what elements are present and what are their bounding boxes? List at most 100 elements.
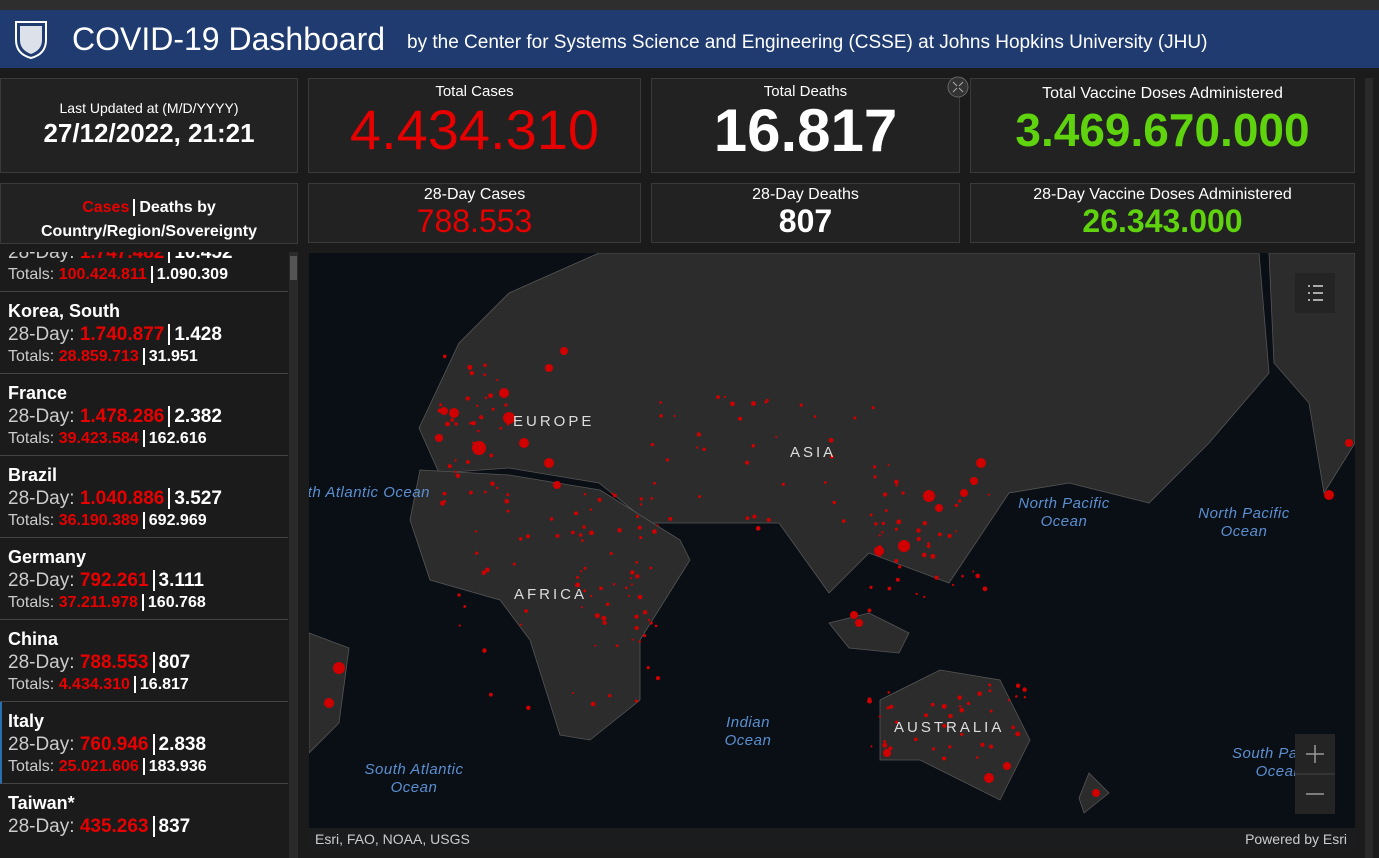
case-dot [887, 586, 892, 591]
case-dot [582, 525, 586, 529]
case-dot [455, 473, 461, 478]
case-dot [895, 484, 898, 487]
day-line: 28-Day: 760.946 2.838 [8, 734, 207, 756]
country-row[interactable]: Brazil 28-Day: 1.040.886 3.527 Totals: 36.1… [0, 456, 288, 538]
case-dot [887, 691, 891, 694]
list-heading-cases[interactable]: Cases [82, 199, 130, 216]
country-row[interactable]: Germany 28-Day: 792.261 3.111 Totals: 37.21… [0, 538, 288, 620]
expand-button[interactable] [946, 75, 970, 99]
country-row[interactable]: China 28-Day: 788.553 807 Totals: 4.434.310… [0, 620, 288, 702]
case-dot [951, 583, 955, 587]
total-label: Totals: [8, 594, 55, 611]
total-deaths: 1.090.309 [150, 266, 228, 283]
case-dot [489, 453, 494, 458]
stat-total-deaths: Total Deaths 16.817 [651, 76, 969, 173]
country-row[interactable]: 28-Day: 1.747.482 10.452 Totals: 100.424.8… [0, 252, 288, 292]
case-dot [605, 602, 610, 607]
case-dot [980, 742, 985, 747]
case-dot [324, 698, 334, 708]
case-dot [829, 455, 834, 459]
case-dot [482, 648, 487, 653]
case-dot [960, 489, 968, 497]
day-cases: 1.478.286 [79, 406, 165, 427]
last-updated-value: 27/12/2022, 21:21 [43, 118, 255, 148]
case-dot [583, 493, 587, 496]
case-dot [650, 497, 654, 500]
case-dot [642, 610, 648, 615]
case-dot [673, 415, 676, 418]
case-dot [723, 395, 727, 398]
case-dot [524, 609, 528, 613]
total-cases: 25.021.606 [58, 758, 139, 775]
case-dot [608, 693, 612, 698]
case-dot [491, 407, 495, 411]
case-dot [957, 695, 962, 700]
case-dot [504, 403, 508, 407]
case-dot [751, 401, 756, 407]
day-label: 28-Day: [8, 570, 75, 591]
case-dot [440, 407, 448, 415]
scrollbar[interactable] [289, 252, 298, 858]
case-dot [518, 537, 523, 541]
case-dot [649, 621, 653, 625]
map[interactable]: EUROPE ASIA AFRICA AUSTRALIA North Atlan… [309, 253, 1355, 850]
case-dot [898, 565, 902, 569]
case-dot [653, 481, 656, 485]
day-label: 28-Day: [8, 406, 75, 427]
case-dot [469, 421, 472, 425]
case-dot [913, 737, 918, 742]
country-row[interactable]: Korea, South 28-Day: 1.740.877 1.428 Totals… [0, 292, 288, 374]
case-dot [926, 544, 931, 548]
case-dot [578, 533, 583, 537]
case-dot [867, 608, 872, 613]
case-dot [984, 773, 994, 783]
case-dot [1015, 695, 1018, 698]
country-row[interactable]: Italy 28-Day: 760.946 2.838 Totals: 25.021.… [0, 702, 288, 784]
total-label: Totals: [8, 430, 55, 447]
list-heading-rest[interactable]: Deaths by Country/Region/Sovereignty [40, 199, 258, 240]
case-dot [872, 465, 877, 469]
case-dot [988, 689, 992, 693]
case-dot [738, 416, 743, 421]
case-dot [544, 458, 554, 468]
case-dot [555, 533, 560, 538]
legend-button[interactable] [1295, 273, 1335, 313]
case-dot [931, 747, 936, 751]
map-label: South Atlantic Ocean [364, 761, 464, 796]
case-dot [958, 705, 962, 708]
case-dot [959, 707, 965, 713]
country-row[interactable]: France 28-Day: 1.478.286 2.382 Totals: 39.4… [0, 374, 288, 456]
day-cases: 1.040.886 [79, 488, 165, 509]
case-dot [887, 463, 890, 467]
case-dot [874, 546, 884, 556]
case-dot [915, 592, 918, 596]
case-dot [850, 611, 858, 619]
stat-label: Total Vaccine Doses Administered [1042, 85, 1283, 102]
stat-value: 3.469.670.000 [1015, 104, 1310, 156]
stat-label: Total Deaths [763, 83, 848, 100]
stat-28-cases: 28-Day Cases 788.553 [308, 183, 641, 243]
day-deaths: 3.527 [168, 488, 222, 509]
powered-by[interactable]: Powered by Esri [1245, 831, 1347, 847]
case-dot [463, 605, 467, 608]
case-dot [832, 500, 836, 505]
map-label: North Pacific Ocean [1018, 495, 1110, 530]
case-dot [469, 370, 475, 376]
case-dot [883, 749, 891, 757]
case-dot [855, 619, 863, 627]
country-row[interactable]: Taiwan* 28-Day: 435.263 837 [0, 784, 288, 858]
case-dot [519, 438, 529, 448]
day-deaths: 837 [152, 816, 191, 837]
case-dot [475, 551, 479, 555]
case-dot [894, 527, 899, 531]
stat-28-vaccine: 28-Day Vaccine Doses Administered 26.343… [970, 183, 1355, 243]
case-dot [465, 396, 470, 401]
case-dot [594, 613, 600, 619]
case-dot [766, 517, 771, 522]
case-dot [942, 756, 947, 761]
case-dot [989, 709, 993, 713]
stat-label: 28-Day Vaccine Doses Administered [1033, 186, 1292, 203]
case-dot [930, 702, 935, 707]
total-line: Totals: 100.424.811 1.090.309 [8, 266, 228, 284]
zoom-buttons[interactable] [1295, 734, 1335, 814]
